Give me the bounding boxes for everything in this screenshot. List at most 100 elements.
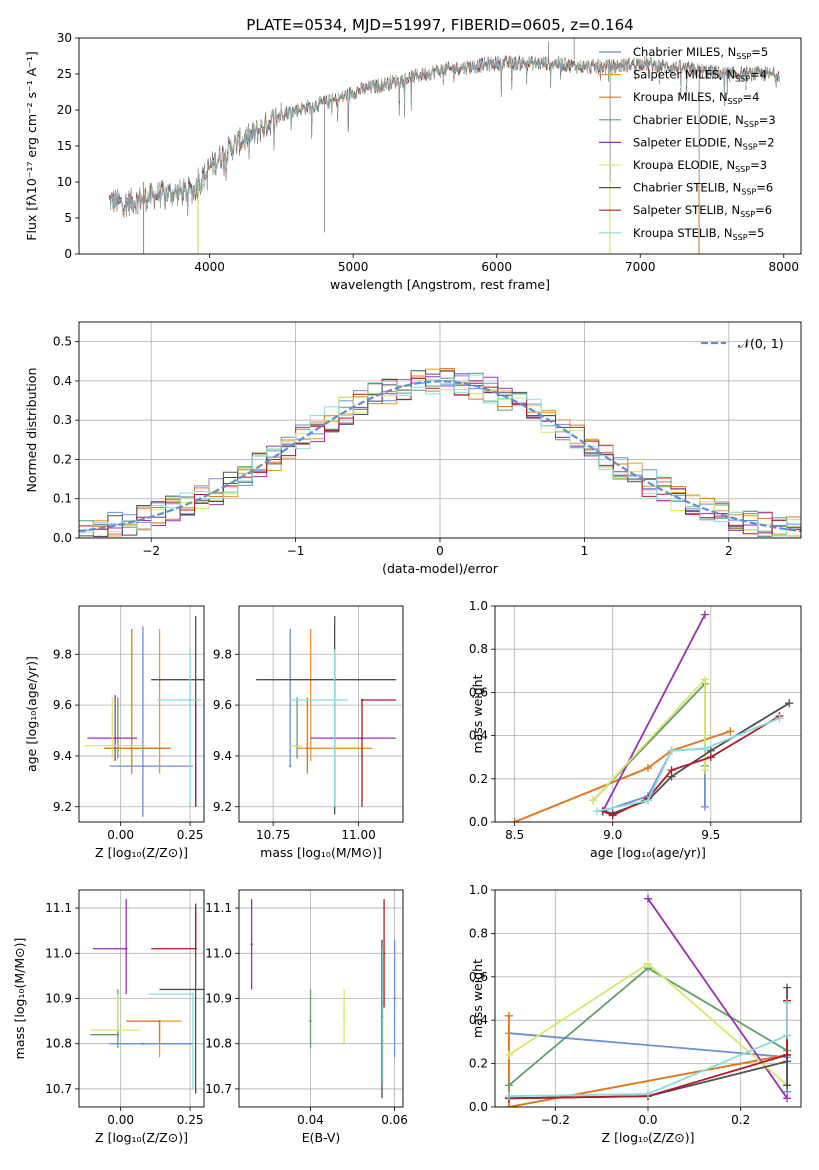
y-axis-label: mass [log₁₀(M/M⊙)]	[12, 938, 27, 1060]
weight-marker	[700, 610, 709, 619]
x-tick-label: −1	[287, 544, 305, 558]
weight-marker	[510, 818, 519, 822]
errorbar-point	[116, 1033, 120, 1036]
y-tick-label: 9.4	[53, 749, 72, 763]
frame: −2 −1 0 1 2 0.0 0.1 0.2 0.3 0.4 0.5 (data-model)/er…	[24, 321, 802, 576]
weight-line	[592, 677, 706, 802]
weight-line	[602, 715, 780, 817]
weight-marker	[644, 959, 652, 968]
x-axis-label: Z [log₁₀(Z/Z⊙)]	[602, 1130, 695, 1145]
legend-subscript: SSP	[728, 97, 743, 106]
y-tick-label: 15	[57, 139, 72, 153]
legend-subscript: SSP	[735, 75, 750, 84]
weight-marker	[783, 1050, 792, 1059]
y-tick-label: 11.0	[45, 946, 72, 960]
y-tick-label: 9.2	[53, 800, 72, 814]
legend-subscript: SSP	[743, 142, 758, 151]
spectrum-panel: 4000 5000 6000 7000 8000 0 5 10 15 20 25 30 waveleng…	[24, 31, 802, 292]
legend-subscript: SSP	[740, 210, 755, 219]
x-axis-label: E(B-V)	[302, 1130, 341, 1145]
legend-subscript: SSP	[744, 120, 759, 129]
mass_vs_ebv-panel: 0.04 0.06 10.7 10.8 10.9 11.0 11.1 E(B-V)	[205, 889, 408, 1145]
weight-marker	[644, 764, 652, 772]
weight_vs_age-panel: 8.5 9.0 9.5 0.0 0.2 0.4 0.6 0.8 1.0 age [log₁₀(ag…	[469, 599, 802, 860]
weight-marker	[504, 1081, 513, 1090]
plot-area	[90, 899, 204, 1094]
errorbar-point	[381, 1015, 385, 1018]
x-axis-label: Z [log₁₀(Z/Z⊙)]	[95, 845, 188, 860]
axes-frame	[494, 605, 802, 823]
errorbar-point	[188, 698, 192, 702]
y-tick-label: 9.8	[53, 647, 72, 661]
x-tick-label: −0.2	[541, 1113, 570, 1127]
plot-area	[250, 899, 396, 1098]
x-tick-label: 9.0	[603, 828, 622, 842]
y-tick-label: 10.8	[45, 1037, 72, 1051]
grid	[79, 890, 204, 1107]
y-tick-label: 0.6	[469, 970, 488, 984]
y-tick-label: 11.1	[45, 901, 72, 915]
y-tick-label: 0.0	[469, 1100, 488, 1114]
weight-marker	[700, 802, 709, 811]
x-tick-label: 11.00	[341, 828, 375, 842]
errorbar-point	[158, 1019, 161, 1023]
y-tick-label: 9.6	[213, 698, 232, 712]
plot-area	[79, 368, 801, 538]
y-tick-label: 1.0	[469, 599, 488, 613]
legend-entry: Chabrier ELODIE, NSSP=3	[633, 113, 776, 129]
errorbar-point	[382, 952, 386, 955]
y-tick-label: 10.8	[205, 1037, 232, 1051]
axes-frame	[78, 321, 802, 539]
age_vs_mass-panel: 10.75 11.00 9.2 9.4 9.6 9.8 mass [log₁₀(M/M⊙)]	[213, 605, 404, 860]
weight-marker	[504, 1092, 513, 1101]
y-tick-label: 10.7	[45, 1082, 72, 1096]
y-tick-label: 1.0	[469, 883, 488, 897]
errorbar-point	[125, 947, 128, 950]
grid	[239, 890, 403, 1107]
y-axis-label: mass weight	[470, 674, 485, 753]
legend-label: Kroupa STELIB, N	[633, 226, 733, 240]
legend-entry: Chabrier MILES, NSSP=5	[633, 45, 768, 61]
weight_vs_Z-panel: −0.2 0.0 0.2 0.0 0.2 0.4 0.6 0.8 1.0 Z [log₁₀(Z/Z…	[469, 883, 802, 1145]
y-tick-label: 0.4	[53, 374, 72, 388]
age_vs_Z-panel: 0.00 0.25 9.2 9.4 9.6 9.8 Z [log₁₀(Z/Z⊙)] age […	[24, 605, 205, 860]
y-tick-label: 0.8	[469, 926, 488, 940]
legend-entry: Kroupa ELODIE, NSSP=3	[633, 158, 767, 174]
legend-tail: =5	[751, 45, 768, 59]
errorbar-point	[113, 736, 117, 740]
weight-marker	[726, 727, 735, 736]
x-axis-label: mass [log₁₀(M/M⊙)]	[260, 845, 382, 860]
legend-tail: =5	[748, 226, 765, 240]
legend-label: Kroupa ELODIE, N	[633, 158, 735, 172]
weight-marker	[775, 714, 784, 723]
errorbar-point	[250, 943, 253, 946]
errorbar-point	[141, 1042, 145, 1045]
errorbar-point	[360, 698, 364, 702]
x-axis-label: (data-model)/error	[382, 561, 499, 576]
axes-frame	[238, 605, 404, 823]
y-tick-label: 9.4	[213, 749, 232, 763]
weight-marker	[504, 1050, 513, 1059]
errorbar-point	[116, 1028, 120, 1032]
weight-marker	[667, 766, 676, 775]
y-tick-label: 0.2	[469, 772, 488, 786]
weight-marker	[783, 1081, 792, 1090]
x-tick-label: 7000	[625, 260, 656, 274]
weight-marker	[783, 1031, 792, 1040]
x-tick-label: 4000	[194, 260, 225, 274]
grid	[79, 606, 204, 822]
x-tick-label: 2	[725, 544, 733, 558]
frame: 0.00 0.25 10.7 10.8 10.9 11.0 11.1 Z [log₁₀(Z/Z…	[12, 889, 205, 1145]
y-tick-label: 0.8	[469, 642, 488, 656]
x-axis-label: Z [log₁₀(Z/Z⊙)]	[95, 1130, 188, 1145]
legend-entry: Chabrier STELIB, NSSP=6	[633, 181, 773, 197]
y-tick-label: 0.1	[53, 492, 72, 506]
legend-subscript: SSP	[733, 233, 748, 242]
weight-marker	[706, 753, 715, 762]
errorbar-point	[194, 988, 197, 991]
residual-histogram	[79, 374, 801, 537]
weight-marker	[783, 983, 792, 992]
legend-label: Salpeter ELODIE, N	[633, 135, 743, 149]
axes-frame	[238, 889, 404, 1108]
